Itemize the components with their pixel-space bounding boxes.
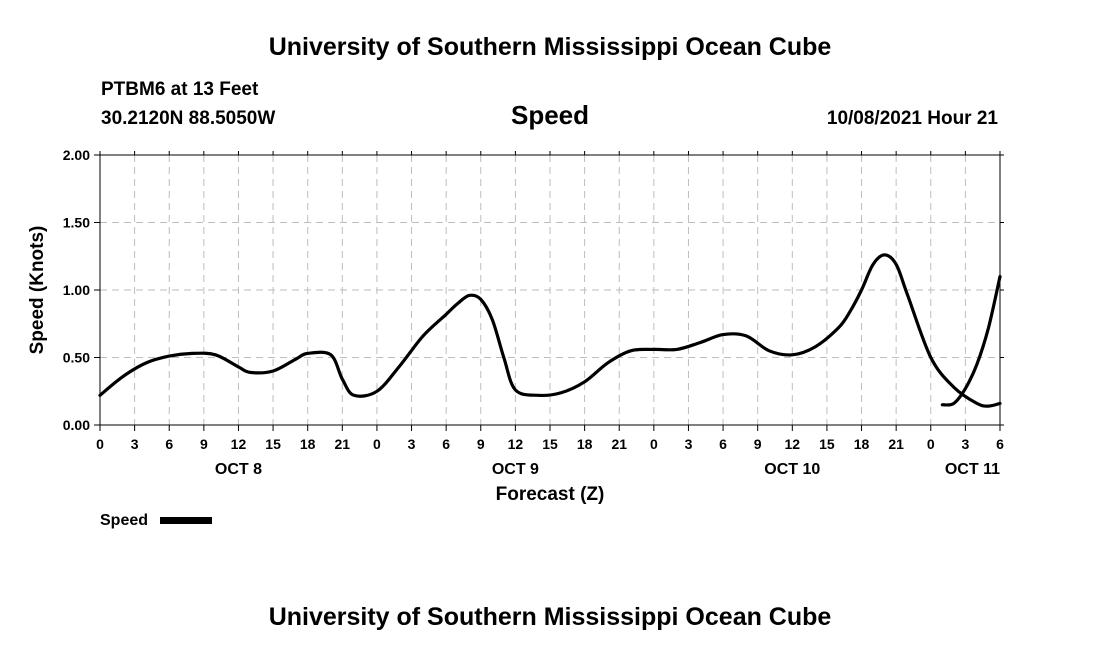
day-label: OCT 11 bbox=[945, 461, 1000, 478]
x-tick-label: 21 bbox=[335, 436, 351, 452]
series-line-speed bbox=[940, 274, 1002, 407]
x-tick-label: 0 bbox=[373, 436, 381, 452]
top-title: University of Southern Mississippi Ocean… bbox=[269, 33, 832, 61]
y-axis: 0.00 0.50 1.00 1.50 2.00 bbox=[63, 147, 1004, 433]
day-label: OCT 10 bbox=[764, 461, 820, 478]
x-tick-label: 6 bbox=[165, 436, 173, 452]
x-tick-label: 21 bbox=[888, 436, 904, 452]
x-tick-label: 3 bbox=[961, 436, 969, 452]
issued-label: 10/08/2021 Hour 21 bbox=[827, 108, 999, 129]
x-tick-label: 0 bbox=[96, 436, 104, 452]
series-lines bbox=[98, 253, 1002, 408]
day-label: OCT 9 bbox=[492, 461, 539, 478]
y-tick-label: 1.00 bbox=[63, 282, 90, 298]
x-tick-label: 9 bbox=[200, 436, 208, 452]
y-tick-label: 1.50 bbox=[63, 215, 90, 231]
x-tick-label: 9 bbox=[754, 436, 762, 452]
x-tick-label: 12 bbox=[508, 436, 524, 452]
x-tick-label: 3 bbox=[131, 436, 139, 452]
station-label: PTBM6 at 13 Feet bbox=[101, 79, 259, 100]
grid-lines bbox=[100, 155, 1000, 425]
coords-label: 30.2120N 88.5050W bbox=[101, 108, 275, 129]
day-label: OCT 8 bbox=[215, 461, 262, 478]
legend-label: Speed bbox=[100, 512, 148, 529]
x-tick-label: 0 bbox=[927, 436, 935, 452]
x-tick-label: 15 bbox=[819, 436, 835, 452]
day-labels: OCT 8 OCT 9 OCT 10 OCT 11 bbox=[215, 461, 1000, 478]
y-tick-label: 0.50 bbox=[63, 350, 90, 366]
series-line-speed bbox=[98, 253, 1002, 408]
x-tick-label: 18 bbox=[854, 436, 870, 452]
y-tick-label: 2.00 bbox=[63, 147, 90, 163]
y-tick-label: 0.00 bbox=[63, 417, 90, 433]
x-tick-label: 21 bbox=[611, 436, 627, 452]
legend-swatch bbox=[160, 517, 212, 524]
x-axis: 0 3 6 9 12 15 18 21 0 3 6 9 12 15 18 21 0 3 6 9 12 15 18 21 0 3 6 bbox=[96, 151, 1004, 452]
x-tick-label: 18 bbox=[300, 436, 316, 452]
x-tick-label: 12 bbox=[231, 436, 247, 452]
x-tick-label: 6 bbox=[996, 436, 1004, 452]
x-tick-label: 0 bbox=[650, 436, 658, 452]
x-axis-label: Forecast (Z) bbox=[496, 484, 605, 505]
x-tick-label: 12 bbox=[785, 436, 801, 452]
x-tick-label: 15 bbox=[265, 436, 281, 452]
x-tick-label: 15 bbox=[542, 436, 558, 452]
x-tick-label: 6 bbox=[442, 436, 450, 452]
bottom-title: University of Southern Mississippi Ocean… bbox=[269, 603, 832, 631]
y-axis-label: Speed (Knots) bbox=[27, 226, 48, 355]
x-tick-label: 9 bbox=[477, 436, 485, 452]
x-tick-label: 6 bbox=[719, 436, 727, 452]
x-tick-label: 18 bbox=[577, 436, 593, 452]
x-tick-label: 3 bbox=[685, 436, 693, 452]
chart-title: Speed bbox=[511, 100, 589, 130]
x-tick-label: 3 bbox=[408, 436, 416, 452]
